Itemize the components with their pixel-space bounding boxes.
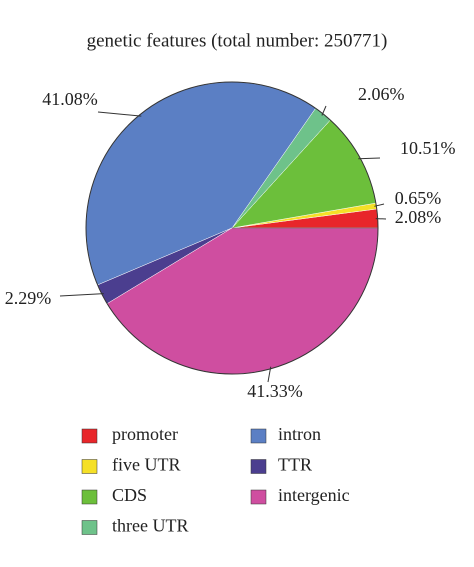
legend-swatch (250, 428, 267, 444)
legend-label: CDS (112, 485, 147, 505)
legend-label: three UTR (112, 516, 188, 536)
data-label: 2.08% (395, 207, 442, 227)
chart-title: genetic features (total number: 250771) (87, 30, 388, 51)
data-label: 41.08% (42, 89, 98, 109)
legend-label: TTR (278, 455, 312, 475)
legend-swatch (81, 428, 98, 444)
data-label: 10.51% (400, 138, 456, 158)
leader-line (358, 157, 381, 160)
legend-swatch (81, 489, 98, 505)
data-label: 2.29% (5, 288, 52, 308)
leader-line (59, 293, 104, 297)
data-label: 0.65% (395, 188, 442, 208)
legend-label: five UTR (112, 455, 180, 475)
leader-line (97, 111, 142, 117)
legend-swatch (250, 459, 267, 474)
data-label: 2.06% (358, 84, 405, 104)
data-label: 41.33% (247, 381, 303, 401)
legend-label: intron (278, 424, 321, 444)
legend-swatch (81, 520, 98, 535)
legend-swatch (81, 459, 98, 474)
legend-swatch (250, 489, 267, 505)
pie-outline (85, 81, 379, 375)
legend-label: intergenic (278, 485, 350, 505)
legend-label: promoter (112, 424, 178, 444)
